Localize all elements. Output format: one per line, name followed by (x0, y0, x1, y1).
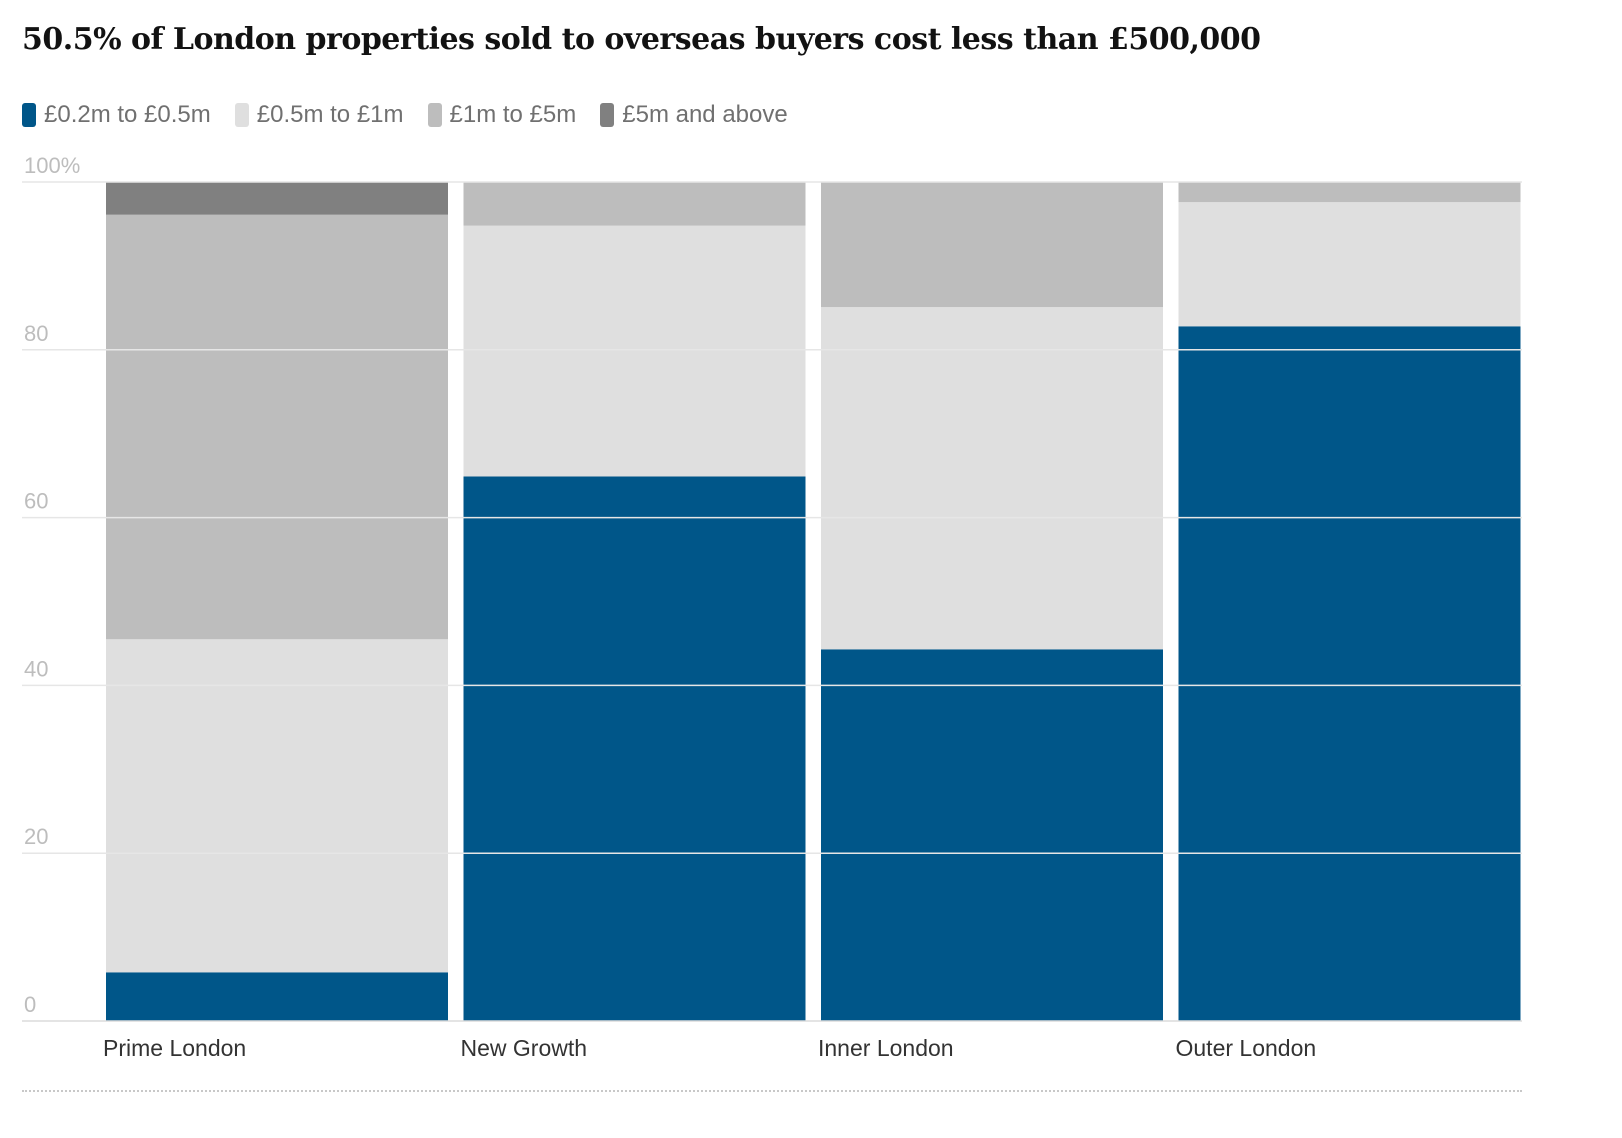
legend-swatch (600, 103, 615, 127)
y-tick-label: 60 (24, 489, 48, 514)
bar-segment (106, 639, 448, 973)
legend-label: £0.5m to £1m (256, 101, 404, 128)
y-tick-label: 80 (24, 321, 48, 346)
bar-segment (1178, 326, 1521, 1022)
x-category-label: Outer London (1176, 1035, 1317, 1061)
legend-item: £5m and above (600, 101, 788, 129)
x-category-label: New Growth (461, 1035, 588, 1061)
legend-item: £0.5m to £1m (234, 101, 404, 129)
bar-segment (1178, 182, 1521, 203)
bar-segment (463, 476, 806, 1021)
legend-label: £5m and above (622, 101, 788, 128)
y-tick-label: 40 (24, 656, 48, 681)
bar-segment (106, 214, 448, 640)
legend-swatch (427, 103, 442, 127)
bar-segment (821, 182, 1163, 308)
x-category-label: Prime London (103, 1035, 246, 1061)
bar-segment (821, 307, 1163, 650)
chart-title: 50.5% of London properties sold to overs… (22, 22, 1261, 57)
y-tick-label: 20 (24, 824, 48, 849)
bar-segment (463, 225, 806, 477)
legend-label: £1m to £5m (449, 101, 577, 128)
bar-segment (1178, 202, 1521, 327)
legend-item: £1m to £5m (427, 101, 577, 129)
y-tick-label: 0 (24, 992, 36, 1017)
y-tick-label: 100% (24, 153, 80, 178)
bar-segment (463, 182, 806, 226)
legend-swatch (22, 103, 36, 127)
x-category-label: Inner London (818, 1035, 954, 1061)
legend: £0.2m to £0.5m £0.5m to £1m £1m to £5m £… (22, 101, 812, 129)
legend-item: £0.2m to £0.5m (22, 101, 211, 129)
bar-segment (106, 182, 448, 215)
legend-label: £0.2m to £0.5m (44, 101, 211, 128)
footer-divider (22, 1090, 1522, 1092)
legend-swatch (234, 103, 249, 127)
bar-segment (821, 649, 1163, 1021)
bar-segment (106, 972, 448, 1021)
